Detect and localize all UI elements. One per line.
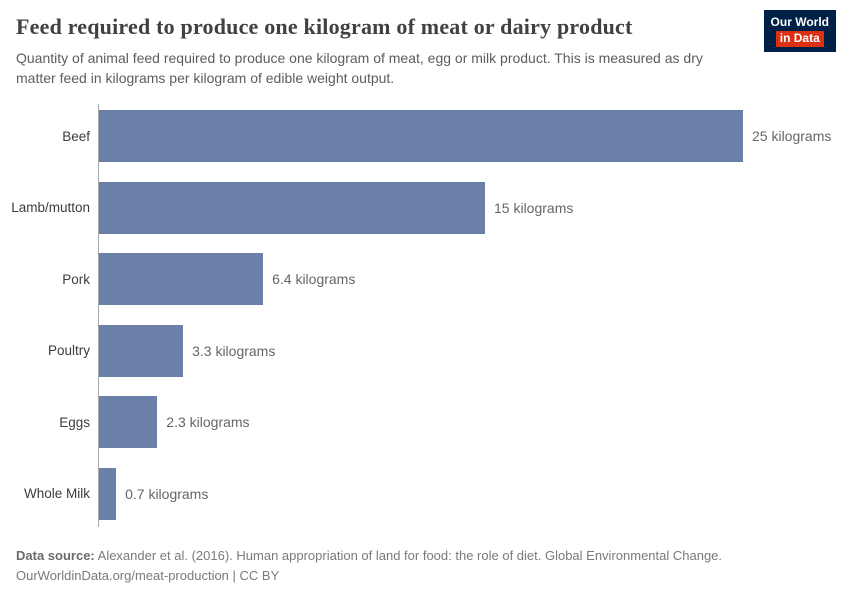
chart-footer: Data source: Alexander et al. (2016). Hu… [0,546,850,588]
category-label: Whole Milk [23,486,90,502]
value-label: 25 kilograms [752,128,832,145]
chart-row: Lamb/mutton 15 kilograms [10,172,850,244]
owid-logo-line1: Our World [770,15,829,29]
value-label: 0.7 kilograms [125,485,209,502]
chart-header: Feed required to produce one kilogram of… [0,0,850,89]
bar[interactable] [98,110,743,163]
value-label: 6.4 kilograms [272,271,356,288]
bar[interactable] [98,324,184,377]
data-source-label: Data source: [16,547,95,563]
chart-row: Pork 6.4 kilograms [10,244,850,316]
chart-row: Beef 25 kilograms [10,101,850,173]
bar[interactable] [98,181,485,234]
data-source-line: Data source: Alexander et al. (2016). Hu… [16,546,834,567]
category-label: Eggs [59,414,90,430]
category-label: Pork [62,271,90,287]
chart-row: Poultry 3.3 kilograms [10,315,850,387]
category-label: Beef [62,128,90,144]
chart-subtitle: Quantity of animal feed required to prod… [16,50,703,87]
bar[interactable] [98,253,264,306]
bar[interactable] [98,467,117,520]
owid-logo-line2: in Data [775,31,824,47]
category-label: Poultry [47,343,90,359]
bar-chart: Beef 25 kilograms Lamb/mutton 15 kilograms P… [0,101,850,530]
value-label: 3.3 kilograms [192,342,276,359]
y-axis-line [98,103,99,527]
chart-row: Whole Milk 0.7 kilograms [10,458,850,530]
owid-logo[interactable]: Our World in Data [763,10,836,52]
bar[interactable] [98,396,158,449]
chart-title: Feed required to produce one kilogram of… [16,14,633,39]
license-text: | CC BY [228,568,280,584]
value-label: 2.3 kilograms [166,414,250,431]
attribution-line: OurWorldinData.org/meat-production | CC … [16,566,834,587]
category-label: Lamb/mutton [11,200,90,216]
owid-url-link[interactable]: OurWorldinData.org/meat-production [16,568,229,584]
data-source-text: Alexander et al. (2016). Human appropria… [94,547,723,563]
value-label: 15 kilograms [494,199,574,216]
chart-row: Eggs 2.3 kilograms [10,387,850,459]
